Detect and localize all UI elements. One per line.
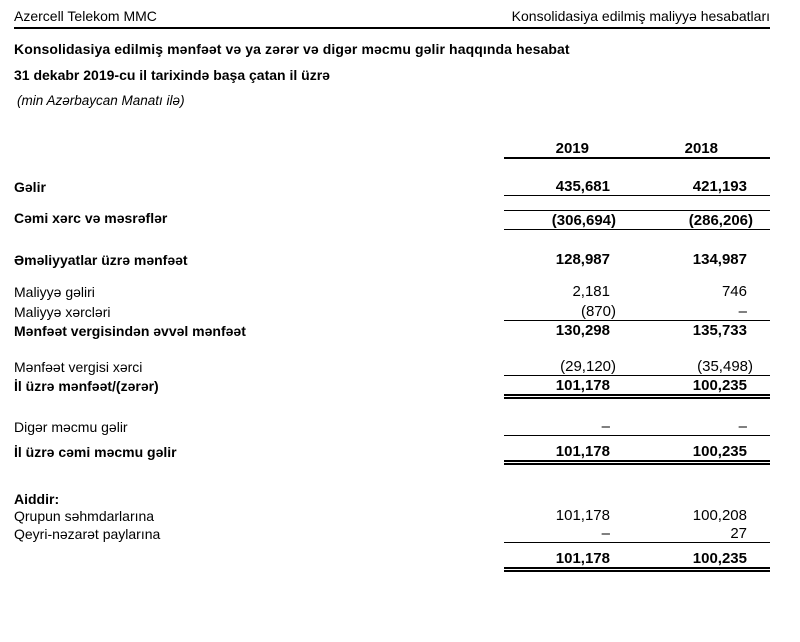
row-label: Aiddir: [14, 491, 60, 507]
value-2018: 135,733 [692, 322, 747, 339]
financial-statement-page: Azercell Telekom MMC Konsolidasiya edilm… [14, 8, 770, 572]
row-label: Mənfəət vergisi xərci [14, 359, 143, 375]
row-group-shareholders: Qrupun səhmdarlarına 101,178 100,208 [14, 507, 770, 525]
value-2018: 134,987 [692, 251, 747, 268]
value-2018: 100,235 [692, 550, 747, 567]
row-label: Mənfəət vergisindən əvvəl mənfəət [14, 323, 246, 339]
value-2019: (29,120) [560, 358, 616, 375]
value-2018: 27 [730, 525, 747, 542]
income-statement-table: 2019 2018 Gəlir 435,681 421,193 Cəmi xər… [14, 141, 770, 572]
year-header-cells: 2019 2018 [504, 141, 770, 159]
value-2019: 101,178 [555, 443, 610, 460]
row-label: Maliyyə xərcləri [14, 304, 111, 320]
value-2019: 435,681 [555, 178, 610, 195]
value-2019: – [601, 525, 610, 542]
value-2018: 100,208 [692, 507, 747, 524]
row-profit-for-year: İl üzrə mənfəət/(zərər) 101,178 100,235 [14, 378, 770, 399]
row-operating-profit: Əməliyyatlar üzrə mənfəət 128,987 134,98… [14, 251, 770, 269]
statement-title: Konsolidasiya edilmiş mənfəət və ya zərə… [14, 41, 570, 57]
value-2018: 421,193 [692, 178, 747, 195]
value-2019: 128,987 [555, 251, 610, 268]
currency-note: (min Azərbaycan Manatı ilə) [17, 93, 185, 108]
value-2018: – [738, 418, 747, 435]
value-2019: 101,178 [555, 550, 610, 567]
row-finance-costs: Maliyyə xərcləri (870) – [14, 304, 770, 321]
column-header-2018: 2018 [684, 140, 718, 157]
value-2019: – [601, 418, 610, 435]
row-total-expenses: Cəmi xərc və məsrəflər (306,694) (286,20… [14, 210, 770, 230]
row-other-comprehensive-income: Digər məcmu gəlir – – [14, 419, 770, 436]
table-header-row: 2019 2018 [14, 141, 770, 159]
row-profit-before-tax: Mənfəət vergisindən əvvəl mənfəət 130,29… [14, 322, 770, 340]
row-grand-total: 101,178 100,235 [14, 551, 770, 572]
value-2018: (286,206) [688, 212, 753, 229]
value-2019: (870) [580, 303, 616, 320]
value-2018: 100,235 [692, 443, 747, 460]
value-2019: 130,298 [555, 322, 610, 339]
row-label: Qrupun səhmdarlarına [14, 508, 155, 524]
row-label: Cəmi xərc və məsrəflər [14, 210, 168, 226]
row-attributable-heading: Aiddir: [14, 491, 770, 507]
value-2018: 746 [721, 283, 747, 300]
value-2019: 2,181 [572, 283, 610, 300]
value-2018: – [738, 303, 747, 320]
row-label: Qeyri-nəzarət paylarına [14, 526, 161, 542]
company-name: Azercell Telekom MMC [14, 8, 157, 24]
value-2019: (306,694) [551, 212, 616, 229]
row-total-comprehensive-income: İl üzrə cəmi məcmu gəlir 101,178 100,235 [14, 444, 770, 465]
value-2018: 100,235 [692, 377, 747, 394]
value-2019: 101,178 [555, 507, 610, 524]
row-label: İl üzrə cəmi məcmu gəlir [14, 444, 177, 460]
row-income-tax-expense: Mənfəət vergisi xərci (29,120) (35,498) [14, 359, 770, 376]
row-non-controlling-interests: Qeyri-nəzarət paylarına – 27 [14, 526, 770, 543]
row-label: Maliyyə gəliri [14, 284, 95, 300]
row-revenue: Gəlir 435,681 421,193 [14, 179, 770, 196]
value-2018: (35,498) [697, 358, 753, 375]
row-label: İl üzrə mənfəət/(zərər) [14, 378, 159, 394]
running-header: Azercell Telekom MMC Konsolidasiya edilm… [14, 8, 770, 29]
statement-period: 31 dekabr 2019-cu il tarixində başa çata… [14, 67, 330, 83]
report-set-name: Konsolidasiya edilmiş maliyyə hesabatlar… [511, 8, 770, 24]
row-finance-income: Maliyyə gəliri 2,181 746 [14, 283, 770, 301]
value-2019: 101,178 [555, 377, 610, 394]
row-label: Digər məcmu gəlir [14, 419, 128, 435]
row-label: Gəlir [14, 179, 46, 195]
column-header-2019: 2019 [555, 140, 589, 157]
row-label: Əməliyyatlar üzrə mənfəət [14, 252, 188, 268]
